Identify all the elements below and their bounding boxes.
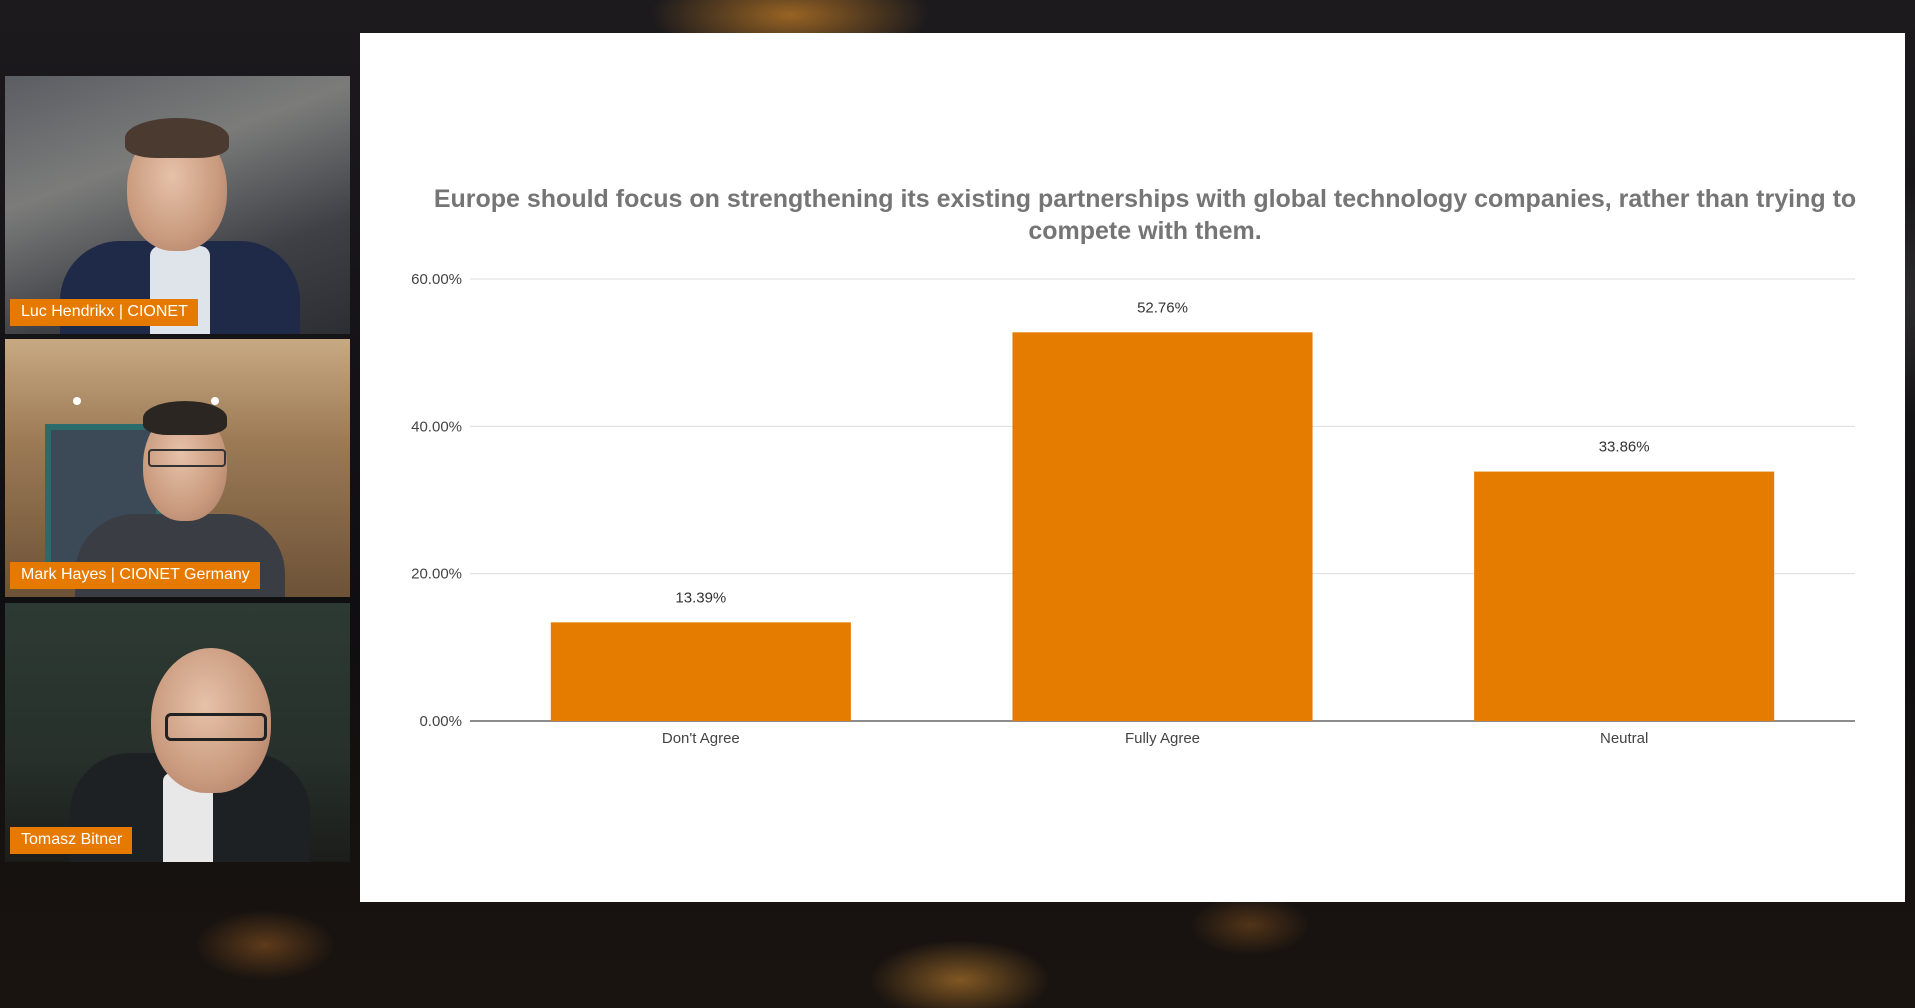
participant-name-tag: Mark Hayes | CIONET Germany [10, 562, 260, 589]
x-tick-label: Fully Agree [1125, 730, 1200, 747]
bar-chart: 0.00% 20.00% 40.00% 60.00% 13.39% Don't Agree… [411, 271, 1855, 747]
y-tick-label: 40.00% [411, 418, 462, 435]
data-label: 13.39% [675, 589, 726, 606]
x-tick-label: Don't Agree [662, 730, 740, 747]
bar [1012, 332, 1313, 721]
participant-name-tag: Tomasz Bitner [10, 827, 133, 854]
participant-video-mark-hayes[interactable]: Mark Hayes | CIONET Germany [5, 339, 350, 597]
participant-glasses [148, 449, 226, 467]
participant-name-tag: Luc Hendrikx | CIONET [10, 299, 198, 326]
participant-hair [143, 401, 227, 435]
participant-face [151, 648, 271, 793]
chart-title: Europe should focus on strengthening its… [433, 185, 1857, 245]
y-tick-label: 60.00% [411, 271, 462, 288]
x-tick-label: Neutral [1600, 730, 1648, 747]
data-label: 52.76% [1137, 299, 1188, 316]
y-tick-label: 0.00% [419, 713, 462, 730]
ceiling-light [73, 397, 81, 405]
ceiling-light [211, 397, 219, 405]
participant-video-tomasz-bitner[interactable]: Tomasz Bitner [5, 603, 350, 862]
participant-video-luc-hendrikx[interactable]: Luc Hendrikx | CIONET [5, 76, 350, 334]
data-label: 33.86% [1599, 439, 1650, 456]
participant-glasses [165, 713, 267, 741]
participant-hair [125, 118, 229, 158]
shared-slide: Europe should focus on strengthening its… [360, 33, 1905, 902]
y-tick-label: 20.00% [411, 566, 462, 583]
bar [1474, 471, 1775, 721]
bar [550, 622, 851, 721]
